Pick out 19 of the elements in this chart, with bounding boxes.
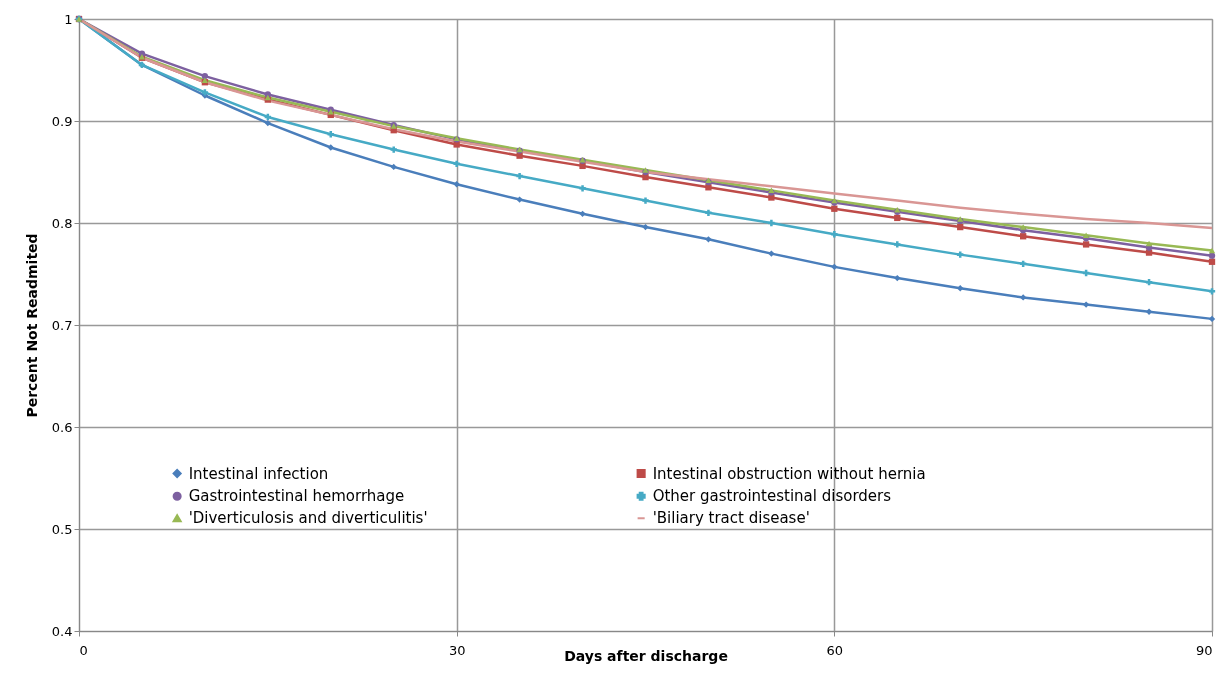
legend-label: Gastrointestinal hemorrhage: [188, 487, 405, 506]
y-axis-title: Percent Not Readmited: [23, 233, 40, 418]
y-tick-label: 0.9: [51, 113, 73, 129]
x-tick-label: 0: [79, 642, 88, 658]
y-tick-label: 0.8: [51, 215, 73, 231]
y-tick-label: 1: [64, 11, 73, 27]
y-tick-label: 0.4: [51, 623, 73, 639]
legend-label: Other gastrointestinal disorders: [652, 487, 892, 506]
y-tick-label: 0.7: [51, 317, 73, 333]
x-axis-title: Days after discharge: [564, 647, 728, 664]
x-tick-label: 60: [826, 642, 844, 658]
x-tick-label: 30: [448, 642, 466, 658]
y-tick-label: 0.6: [51, 419, 73, 435]
legend-label: 'Biliary tract disease': [652, 509, 810, 528]
legend-label: 'Diverticulosis and diverticulitis': [188, 509, 428, 528]
legend-label: Intestinal obstruction without hernia: [652, 464, 926, 483]
y-tick-label: 0.5: [51, 521, 73, 537]
legend-label: Intestinal infection: [188, 464, 329, 483]
x-tick-label: 90: [1195, 642, 1213, 658]
